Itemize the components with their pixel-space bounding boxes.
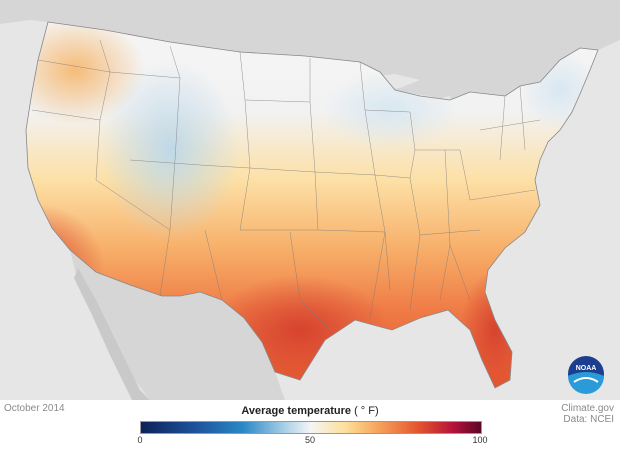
state-borders [31, 39, 541, 331]
noaa-logo: NOAA [568, 356, 604, 394]
legend-colorbar [140, 421, 482, 434]
temperature-map: NOAA [0, 0, 620, 400]
legend-tick-max: 100 [472, 435, 488, 445]
legend-tick-mid: 50 [304, 435, 315, 445]
credit-data: Data: NCEI [563, 414, 614, 425]
legend-title-text: Average temperature [241, 405, 351, 417]
map-footer: October 2014 Average temperature ( ° F) … [0, 400, 620, 450]
legend-title: Average temperature ( ° F) [140, 405, 480, 417]
canada-land [0, 0, 620, 100]
credit-source: Climate.gov [561, 403, 614, 414]
baja-peninsula [74, 268, 150, 400]
legend-tick-min: 0 [137, 435, 143, 445]
us-outline [25, 21, 599, 389]
map-svg: NOAA [0, 0, 620, 400]
legend-unit: ( ° F) [354, 405, 379, 417]
noaa-logo-text: NOAA [576, 365, 597, 372]
date-label: October 2014 [4, 403, 65, 414]
